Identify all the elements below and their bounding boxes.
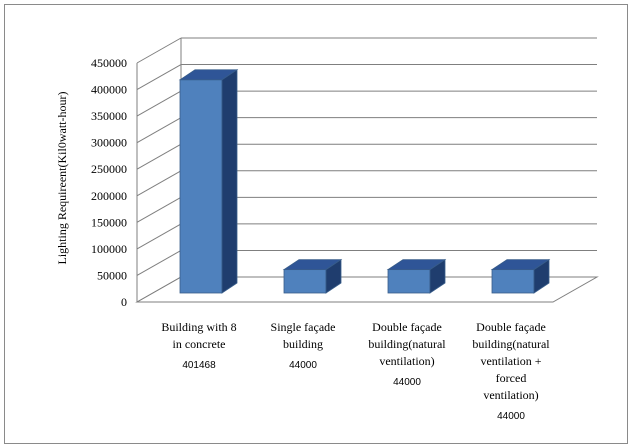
y-tick-label: 150000	[91, 215, 127, 229]
bar-front	[179, 79, 223, 294]
gridline-diagonal	[136, 170, 182, 197]
bar	[386, 258, 447, 294]
bar-front	[387, 269, 431, 294]
bar-front	[283, 269, 327, 294]
bar-front	[491, 269, 535, 294]
bar-side	[325, 258, 342, 294]
floor	[135, 276, 599, 303]
bar-side	[221, 69, 238, 294]
y-tick-label: 200000	[91, 189, 127, 203]
category-label: Single façade building	[271, 320, 336, 351]
gridline-diagonal	[136, 250, 182, 276]
data-label: 44000	[289, 360, 317, 371]
gridline-diagonal	[136, 37, 182, 64]
y-tick-label: 350000	[91, 109, 127, 123]
y-tick-label: 300000	[91, 136, 127, 150]
bar	[490, 258, 551, 294]
data-label: 44000	[497, 411, 525, 422]
category-label: Double façade building(natural ventilation…	[472, 320, 550, 402]
gridline-diagonal	[136, 196, 182, 223]
y-axis-label: Lighting Requireent(Kil0watt-hour)	[55, 92, 69, 265]
bar-side	[429, 258, 446, 294]
y-tick-label: 250000	[91, 162, 127, 176]
y-tick-label: 0	[121, 295, 127, 309]
bar	[282, 258, 343, 294]
gridline-diagonal	[136, 90, 182, 117]
gridline-diagonal	[136, 223, 182, 250]
category-label: Building with 8 in concrete	[161, 320, 236, 351]
y-tick-label: 450000	[91, 56, 127, 70]
y-tick-label: 400000	[91, 83, 127, 97]
bar	[178, 69, 239, 294]
gridline-diagonal	[136, 143, 182, 170]
y-tick-label: 100000	[91, 242, 127, 256]
gridline-diagonal	[136, 64, 182, 90]
gridline-diagonal	[136, 117, 182, 144]
data-label: 401468	[182, 360, 216, 371]
y-tick-label: 50000	[97, 268, 127, 282]
data-label: 44000	[393, 377, 421, 388]
category-label: Double façade building(natural ventilation…	[368, 320, 446, 368]
bar-side	[533, 258, 550, 294]
